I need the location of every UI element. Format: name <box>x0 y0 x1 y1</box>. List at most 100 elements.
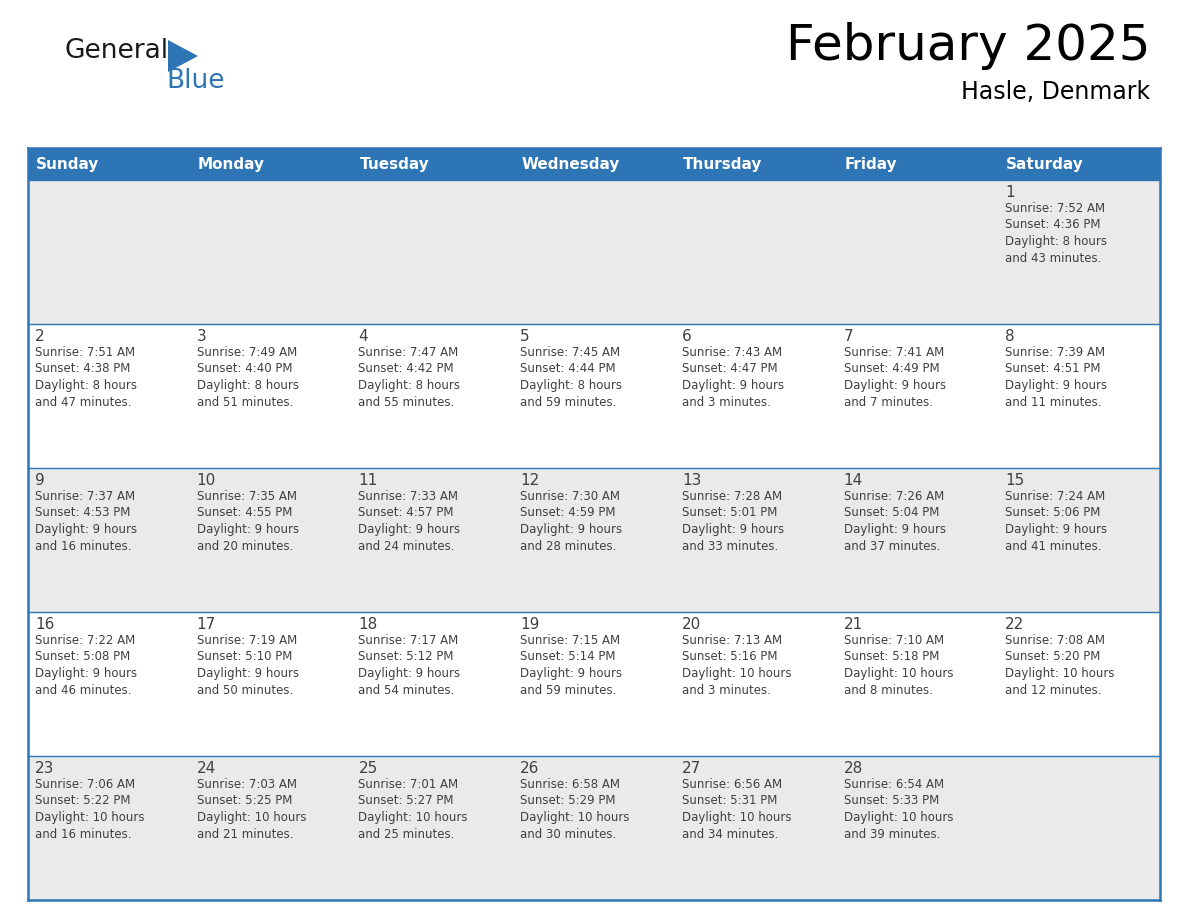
Bar <box>513 180 675 324</box>
Text: 13: 13 <box>682 473 701 488</box>
Text: Sunrise: 7:51 AM
Sunset: 4:38 PM
Daylight: 8 hours
and 47 minutes.: Sunrise: 7:51 AM Sunset: 4:38 PM Dayligh… <box>34 346 137 409</box>
Text: Thursday: Thursday <box>683 156 763 172</box>
Bar <box>675 612 836 756</box>
Bar <box>675 324 836 468</box>
Text: Sunrise: 7:13 AM
Sunset: 5:16 PM
Daylight: 10 hours
and 3 minutes.: Sunrise: 7:13 AM Sunset: 5:16 PM Dayligh… <box>682 634 791 697</box>
Text: Sunrise: 7:17 AM
Sunset: 5:12 PM
Daylight: 9 hours
and 54 minutes.: Sunrise: 7:17 AM Sunset: 5:12 PM Dayligh… <box>359 634 461 697</box>
Text: 14: 14 <box>843 473 862 488</box>
Text: Sunrise: 7:30 AM
Sunset: 4:59 PM
Daylight: 9 hours
and 28 minutes.: Sunrise: 7:30 AM Sunset: 4:59 PM Dayligh… <box>520 490 623 553</box>
Text: Sunrise: 7:47 AM
Sunset: 4:42 PM
Daylight: 8 hours
and 55 minutes.: Sunrise: 7:47 AM Sunset: 4:42 PM Dayligh… <box>359 346 461 409</box>
Text: 2: 2 <box>34 329 45 344</box>
Text: 1: 1 <box>1005 185 1015 200</box>
Text: 21: 21 <box>843 617 862 632</box>
Polygon shape <box>168 40 198 72</box>
Text: Sunrise: 7:26 AM
Sunset: 5:04 PM
Daylight: 9 hours
and 37 minutes.: Sunrise: 7:26 AM Sunset: 5:04 PM Dayligh… <box>843 490 946 553</box>
Text: Sunrise: 6:56 AM
Sunset: 5:31 PM
Daylight: 10 hours
and 34 minutes.: Sunrise: 6:56 AM Sunset: 5:31 PM Dayligh… <box>682 778 791 841</box>
Bar <box>190 468 352 612</box>
Bar <box>836 180 998 324</box>
Text: Sunrise: 7:01 AM
Sunset: 5:27 PM
Daylight: 10 hours
and 25 minutes.: Sunrise: 7:01 AM Sunset: 5:27 PM Dayligh… <box>359 778 468 841</box>
Bar <box>190 756 352 900</box>
Text: Sunrise: 7:10 AM
Sunset: 5:18 PM
Daylight: 10 hours
and 8 minutes.: Sunrise: 7:10 AM Sunset: 5:18 PM Dayligh… <box>843 634 953 697</box>
Text: 12: 12 <box>520 473 539 488</box>
Text: Sunrise: 7:28 AM
Sunset: 5:01 PM
Daylight: 9 hours
and 33 minutes.: Sunrise: 7:28 AM Sunset: 5:01 PM Dayligh… <box>682 490 784 553</box>
Text: 3: 3 <box>197 329 207 344</box>
Text: Sunrise: 7:03 AM
Sunset: 5:25 PM
Daylight: 10 hours
and 21 minutes.: Sunrise: 7:03 AM Sunset: 5:25 PM Dayligh… <box>197 778 307 841</box>
Text: 19: 19 <box>520 617 539 632</box>
Text: Sunrise: 7:06 AM
Sunset: 5:22 PM
Daylight: 10 hours
and 16 minutes.: Sunrise: 7:06 AM Sunset: 5:22 PM Dayligh… <box>34 778 145 841</box>
Bar <box>675 180 836 324</box>
Text: Sunrise: 7:49 AM
Sunset: 4:40 PM
Daylight: 8 hours
and 51 minutes.: Sunrise: 7:49 AM Sunset: 4:40 PM Dayligh… <box>197 346 298 409</box>
Text: 11: 11 <box>359 473 378 488</box>
Bar <box>29 148 190 180</box>
Bar <box>190 612 352 756</box>
Bar <box>352 148 513 180</box>
Bar <box>352 324 513 468</box>
Text: 26: 26 <box>520 761 539 776</box>
Bar <box>998 468 1159 612</box>
Text: Sunrise: 6:58 AM
Sunset: 5:29 PM
Daylight: 10 hours
and 30 minutes.: Sunrise: 6:58 AM Sunset: 5:29 PM Dayligh… <box>520 778 630 841</box>
Text: 18: 18 <box>359 617 378 632</box>
Bar <box>675 756 836 900</box>
Bar <box>513 612 675 756</box>
Text: 24: 24 <box>197 761 216 776</box>
Bar <box>836 612 998 756</box>
Bar <box>190 180 352 324</box>
Text: 8: 8 <box>1005 329 1015 344</box>
Text: Monday: Monday <box>197 156 265 172</box>
Text: Sunrise: 7:24 AM
Sunset: 5:06 PM
Daylight: 9 hours
and 41 minutes.: Sunrise: 7:24 AM Sunset: 5:06 PM Dayligh… <box>1005 490 1107 553</box>
Text: Sunrise: 7:22 AM
Sunset: 5:08 PM
Daylight: 9 hours
and 46 minutes.: Sunrise: 7:22 AM Sunset: 5:08 PM Dayligh… <box>34 634 137 697</box>
Bar <box>513 324 675 468</box>
Text: February 2025: February 2025 <box>785 22 1150 70</box>
Text: Wednesday: Wednesday <box>522 156 619 172</box>
Text: Friday: Friday <box>845 156 897 172</box>
Bar <box>513 756 675 900</box>
Bar <box>29 612 190 756</box>
Text: Sunrise: 7:15 AM
Sunset: 5:14 PM
Daylight: 9 hours
and 59 minutes.: Sunrise: 7:15 AM Sunset: 5:14 PM Dayligh… <box>520 634 623 697</box>
Text: Sunrise: 7:35 AM
Sunset: 4:55 PM
Daylight: 9 hours
and 20 minutes.: Sunrise: 7:35 AM Sunset: 4:55 PM Dayligh… <box>197 490 299 553</box>
Text: 15: 15 <box>1005 473 1024 488</box>
Text: Sunrise: 7:33 AM
Sunset: 4:57 PM
Daylight: 9 hours
and 24 minutes.: Sunrise: 7:33 AM Sunset: 4:57 PM Dayligh… <box>359 490 461 553</box>
Text: 9: 9 <box>34 473 45 488</box>
Bar <box>675 468 836 612</box>
Bar <box>29 756 190 900</box>
Bar <box>998 148 1159 180</box>
Text: Sunrise: 7:52 AM
Sunset: 4:36 PM
Daylight: 8 hours
and 43 minutes.: Sunrise: 7:52 AM Sunset: 4:36 PM Dayligh… <box>1005 202 1107 264</box>
Bar <box>352 756 513 900</box>
Text: 20: 20 <box>682 617 701 632</box>
Bar <box>29 180 190 324</box>
Text: 25: 25 <box>359 761 378 776</box>
Bar <box>998 180 1159 324</box>
Text: 6: 6 <box>682 329 691 344</box>
Text: 7: 7 <box>843 329 853 344</box>
Text: Sunrise: 7:37 AM
Sunset: 4:53 PM
Daylight: 9 hours
and 16 minutes.: Sunrise: 7:37 AM Sunset: 4:53 PM Dayligh… <box>34 490 137 553</box>
Bar <box>352 468 513 612</box>
Bar <box>998 756 1159 900</box>
Bar <box>998 612 1159 756</box>
Text: Blue: Blue <box>166 68 225 94</box>
Text: General: General <box>65 38 169 64</box>
Bar <box>190 324 352 468</box>
Text: Sunrise: 7:45 AM
Sunset: 4:44 PM
Daylight: 8 hours
and 59 minutes.: Sunrise: 7:45 AM Sunset: 4:44 PM Dayligh… <box>520 346 623 409</box>
Text: 16: 16 <box>34 617 55 632</box>
Text: Sunrise: 7:41 AM
Sunset: 4:49 PM
Daylight: 9 hours
and 7 minutes.: Sunrise: 7:41 AM Sunset: 4:49 PM Dayligh… <box>843 346 946 409</box>
Bar <box>513 468 675 612</box>
Text: 23: 23 <box>34 761 55 776</box>
Bar <box>675 148 836 180</box>
Text: Sunrise: 7:39 AM
Sunset: 4:51 PM
Daylight: 9 hours
and 11 minutes.: Sunrise: 7:39 AM Sunset: 4:51 PM Dayligh… <box>1005 346 1107 409</box>
Bar <box>29 468 190 612</box>
Bar <box>352 612 513 756</box>
Text: 10: 10 <box>197 473 216 488</box>
Bar <box>29 324 190 468</box>
Text: Sunrise: 7:43 AM
Sunset: 4:47 PM
Daylight: 9 hours
and 3 minutes.: Sunrise: 7:43 AM Sunset: 4:47 PM Dayligh… <box>682 346 784 409</box>
Bar <box>998 324 1159 468</box>
Text: Sunrise: 7:08 AM
Sunset: 5:20 PM
Daylight: 10 hours
and 12 minutes.: Sunrise: 7:08 AM Sunset: 5:20 PM Dayligh… <box>1005 634 1114 697</box>
Bar <box>836 468 998 612</box>
Text: Sunrise: 7:19 AM
Sunset: 5:10 PM
Daylight: 9 hours
and 50 minutes.: Sunrise: 7:19 AM Sunset: 5:10 PM Dayligh… <box>197 634 299 697</box>
Text: Tuesday: Tuesday <box>360 156 429 172</box>
Text: Sunrise: 6:54 AM
Sunset: 5:33 PM
Daylight: 10 hours
and 39 minutes.: Sunrise: 6:54 AM Sunset: 5:33 PM Dayligh… <box>843 778 953 841</box>
Text: 17: 17 <box>197 617 216 632</box>
Bar <box>836 148 998 180</box>
Bar <box>513 148 675 180</box>
Bar <box>352 180 513 324</box>
Text: 27: 27 <box>682 761 701 776</box>
